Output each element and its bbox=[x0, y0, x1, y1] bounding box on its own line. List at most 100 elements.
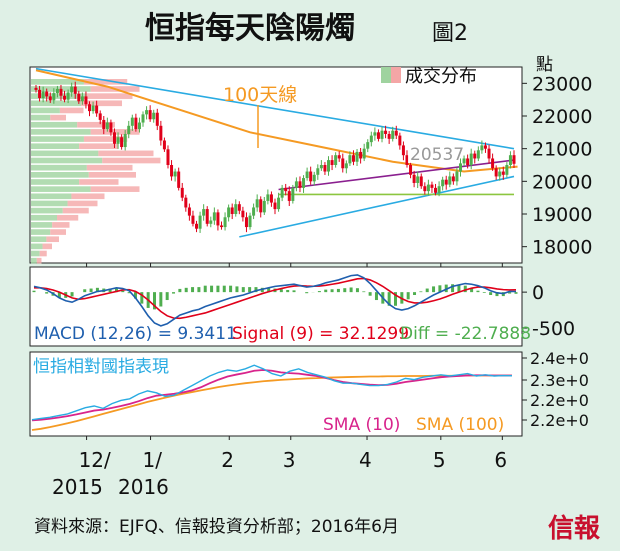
candle-body bbox=[280, 187, 284, 198]
candle-body bbox=[134, 117, 138, 130]
candle-body bbox=[508, 155, 512, 165]
candle-body bbox=[344, 163, 348, 169]
volume-profile-bar-up bbox=[31, 200, 68, 207]
candle-body bbox=[351, 155, 355, 162]
volume-profile-bar-up bbox=[31, 250, 40, 257]
volume-profile-bar-up bbox=[31, 193, 72, 200]
price-label-bg bbox=[408, 143, 454, 163]
relative-title: 恒指相對國指表現 bbox=[33, 357, 169, 377]
candle-body bbox=[401, 145, 405, 156]
candle-body bbox=[116, 137, 120, 144]
signal-label: Signal (9) = 32.1299 bbox=[232, 324, 409, 344]
candle-body bbox=[34, 87, 38, 90]
candle-body bbox=[448, 176, 452, 185]
candle-body bbox=[59, 88, 63, 96]
candle-body bbox=[337, 155, 341, 159]
candle-body bbox=[123, 133, 127, 148]
candle-body bbox=[148, 110, 152, 120]
upper-trendline bbox=[35, 67, 515, 150]
candle-body bbox=[63, 95, 67, 100]
candle-body bbox=[305, 171, 309, 179]
volume-profile-bar-down bbox=[36, 257, 42, 264]
candle-body bbox=[483, 145, 487, 149]
candle-body bbox=[419, 176, 423, 187]
candle-body bbox=[355, 151, 359, 162]
candle-body bbox=[416, 176, 420, 183]
candle-body bbox=[95, 105, 99, 114]
candle-body bbox=[469, 153, 473, 165]
x-tick-label: 6 bbox=[494, 448, 507, 472]
candle-body bbox=[159, 125, 163, 141]
x-tick-label: 1/ bbox=[143, 448, 163, 472]
candle-body bbox=[426, 184, 430, 192]
candle-body bbox=[180, 187, 184, 198]
candle-body bbox=[187, 207, 191, 216]
volume-profile-bar-down bbox=[59, 107, 84, 114]
legend-swatch-up bbox=[381, 67, 391, 83]
volume-profile-bar-down bbox=[52, 222, 70, 228]
candle-body bbox=[287, 191, 291, 201]
candle-body bbox=[155, 112, 159, 126]
candle-body bbox=[380, 130, 384, 139]
candle-body bbox=[394, 130, 398, 136]
candle-body bbox=[198, 215, 202, 229]
candle-body bbox=[494, 168, 498, 177]
candle-body bbox=[227, 207, 231, 218]
candle-body bbox=[512, 155, 516, 164]
volume-profile-bar-up bbox=[31, 236, 47, 243]
candle-body bbox=[291, 187, 295, 201]
x-tick-label: 4 bbox=[359, 448, 372, 472]
candle-body bbox=[98, 113, 102, 120]
candle-body bbox=[423, 186, 427, 192]
relative-ratio-line bbox=[31, 364, 513, 421]
x-year-label: 2016 bbox=[118, 475, 169, 499]
candle-body bbox=[237, 204, 241, 211]
volume-profile-bar-up bbox=[31, 243, 43, 250]
volume-profile-bar-up bbox=[31, 143, 80, 150]
candle-body bbox=[55, 88, 59, 94]
volume-profile-bar-up bbox=[31, 214, 57, 221]
volume-profile-bar-up bbox=[31, 107, 60, 114]
candle-body bbox=[120, 137, 124, 148]
volume-profile-bar-down bbox=[98, 150, 154, 157]
candle-body bbox=[248, 215, 252, 228]
candle-body bbox=[284, 187, 288, 192]
candle-body bbox=[48, 96, 52, 101]
candle-body bbox=[405, 155, 409, 165]
candle-body bbox=[166, 149, 170, 165]
candle-body bbox=[476, 150, 480, 159]
volume-profile-bar-up bbox=[31, 150, 99, 157]
volume-profile-bar-down bbox=[77, 121, 115, 128]
candle-body bbox=[398, 135, 402, 146]
volume-profile-bar-up bbox=[31, 207, 63, 214]
candle-body bbox=[202, 209, 206, 216]
candle-body bbox=[212, 212, 216, 221]
volume-profile-bar-down bbox=[86, 164, 133, 171]
candle-body bbox=[141, 114, 145, 123]
candle-body bbox=[369, 135, 373, 143]
candle-body bbox=[434, 187, 438, 193]
relative-ytick-label: 2.4e+0 bbox=[530, 349, 589, 368]
candle-body bbox=[170, 165, 174, 177]
candle-body bbox=[80, 96, 84, 102]
macd-ytick-label: -500 bbox=[532, 318, 575, 340]
volume-profile-bar-down bbox=[88, 172, 136, 178]
volume-profile-bar-up bbox=[31, 114, 51, 121]
macd-panel bbox=[29, 266, 523, 347]
volume-profile-bar-down bbox=[79, 143, 119, 150]
candle-body bbox=[451, 176, 455, 182]
candle-body bbox=[73, 86, 77, 94]
volume-profile-bar-down bbox=[86, 93, 133, 99]
candle-body bbox=[498, 171, 502, 177]
candle-body bbox=[348, 155, 352, 164]
candle-body bbox=[45, 91, 49, 97]
candle-body bbox=[112, 132, 116, 144]
candle-body bbox=[501, 171, 505, 175]
candle-body bbox=[441, 179, 445, 187]
volume-profile-bar-down bbox=[81, 100, 122, 107]
signal-line bbox=[34, 277, 517, 320]
candle-body bbox=[255, 199, 259, 208]
candle-body bbox=[219, 225, 223, 228]
candle-body bbox=[109, 122, 113, 133]
volume-profile-bar-up bbox=[31, 129, 91, 135]
